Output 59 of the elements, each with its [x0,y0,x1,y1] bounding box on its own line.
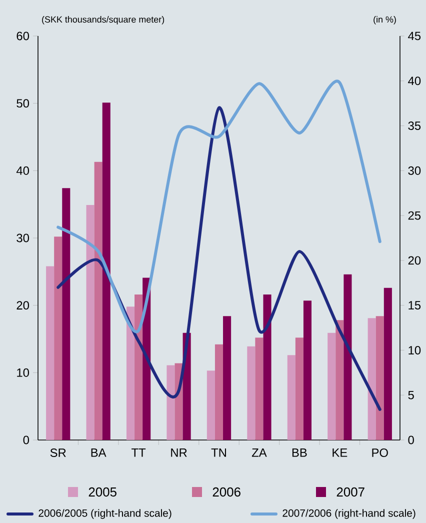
legend-label: 2007 [336,487,364,497]
bar [46,266,54,440]
line-series [56,106,382,411]
bar [287,355,296,440]
y2-axis-title: (in %) [374,16,396,24]
y-tick-label: 30 [16,234,30,242]
bar [126,306,135,440]
x-tick-label: KE [332,448,348,457]
bar [214,344,224,440]
y-axis-title: (SKK thousands/square meter) [42,16,164,24]
y-tick-label: 0 [23,436,30,444]
bar [134,294,143,440]
legend-label: 2006 [212,487,240,497]
legend-label: 2005 [88,487,116,497]
y-tick-label: 60 [16,32,30,40]
y2-tick-label: 35 [408,122,421,130]
bar [54,236,62,440]
x-tick-label: PO [372,448,388,457]
bar [368,318,376,440]
bar [86,204,94,440]
y-tick-label: 50 [16,99,30,108]
bar [263,294,272,440]
y2-tick-label: 20 [408,256,421,265]
bar [255,338,264,440]
x-tick-label: BB [292,448,307,457]
y2-tick-label: 30 [408,166,421,175]
x-tick-label: SR [50,448,66,457]
y-tick-label: 10 [17,368,30,377]
legend-label: 2007/2006 (right-hand scale) [282,509,416,519]
bar [166,365,175,440]
bar [223,316,232,440]
x-tick-label: ZA [252,448,267,457]
y2-tick-label: 15 [408,301,421,310]
bar [384,288,392,440]
bar [303,300,312,440]
bar [344,274,352,440]
x-tick-label: TT [132,448,146,457]
bar [247,346,256,440]
x-tick-label: TN [211,448,226,457]
y2-tick-label: 40 [408,76,421,86]
x-tick-label: BA [91,448,106,457]
bar [328,332,336,440]
bar [62,188,70,440]
y2-tick-label: 25 [408,211,421,220]
y2-tick-label: 5 [408,390,414,400]
bar [295,338,304,440]
y2-tick-label: 45 [408,32,421,40]
line-series [56,80,382,332]
y-tick-label: 40 [16,166,30,175]
bar [206,370,215,440]
legend-label: 2006/2005 (right-hand scale) [38,509,172,519]
y2-tick-label: 10 [408,346,421,354]
bar [376,316,384,440]
bar [336,320,344,440]
x-tick-label: NR [171,448,187,457]
y-tick-label: 20 [16,301,30,310]
y2-tick-label: 0 [408,436,414,444]
bar [102,102,110,440]
bar [94,162,102,440]
